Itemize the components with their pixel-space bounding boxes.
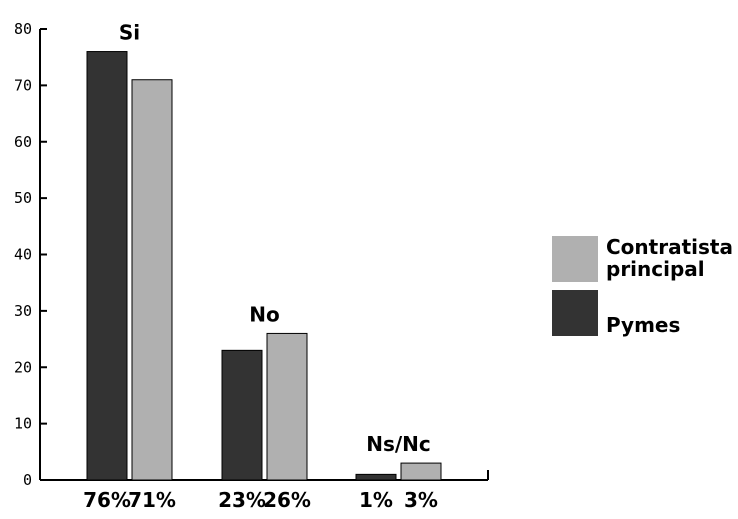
category-label: No <box>249 302 279 326</box>
data-label: 23% <box>218 488 266 512</box>
category-label: Ns/Nc <box>366 432 431 456</box>
bar-contratista-principal <box>400 462 442 481</box>
y-tick-label: 40 <box>14 246 32 264</box>
data-label: 71% <box>128 488 176 512</box>
category-label: Si <box>119 21 140 45</box>
y-tick-label: 20 <box>14 358 32 376</box>
legend-label: principal <box>606 257 705 281</box>
legend-swatch <box>552 290 598 336</box>
y-tick-label: 70 <box>14 76 32 94</box>
y-tick-label: 60 <box>14 133 32 151</box>
bar-pymes <box>221 349 263 481</box>
bar-contratista-principal <box>266 332 308 481</box>
y-tick-label: 10 <box>14 415 32 433</box>
legend-swatch <box>552 236 598 282</box>
data-label: 1% <box>359 488 393 512</box>
y-tick-label: 50 <box>14 189 32 207</box>
y-tick-label: 30 <box>14 302 32 320</box>
bar-pymes <box>355 473 397 481</box>
bar-contratista-principal <box>131 79 173 481</box>
legend-label: Contratista <box>606 235 733 259</box>
bar-pymes <box>86 51 128 481</box>
data-label: 3% <box>404 488 438 512</box>
data-label: 76% <box>83 488 131 512</box>
y-tick-label: 80 <box>14 20 32 38</box>
legend-label: Pymes <box>606 313 680 337</box>
y-tick-label: 0 <box>23 471 32 489</box>
data-label: 26% <box>263 488 311 512</box>
